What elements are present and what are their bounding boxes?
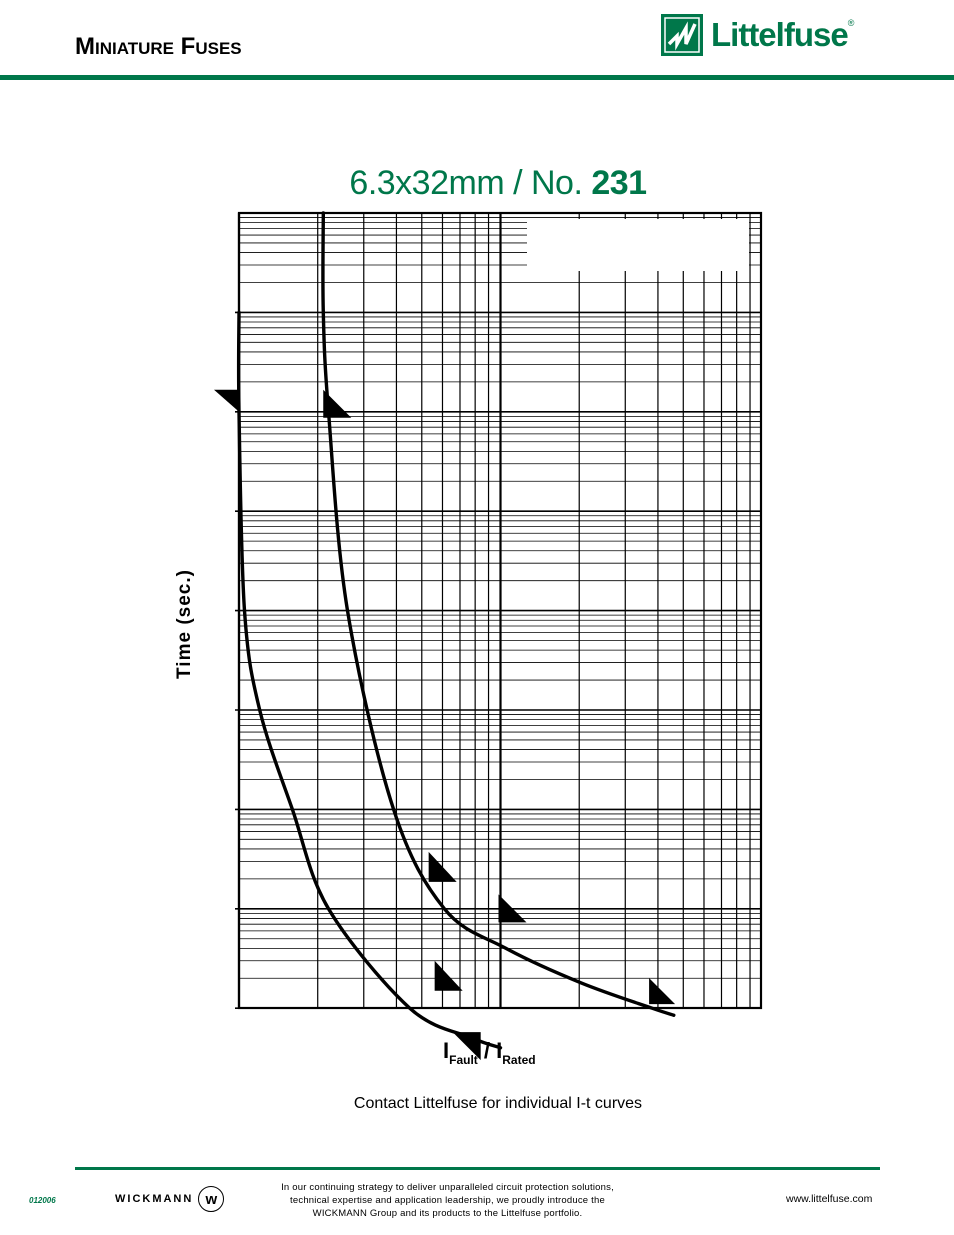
littelfuse-logo: Littelfuse ® [661, 14, 854, 56]
chart-title-number: 231 [591, 164, 647, 202]
plot-frame [237, 211, 763, 1010]
y-axis-label: Time (sec.) [174, 569, 195, 679]
footer-rule [75, 1167, 880, 1170]
website-link[interactable]: www.littelfuse.com [786, 1193, 873, 1205]
curve-series-1 [236, 310, 503, 1050]
littelfuse-logo-icon [661, 14, 703, 56]
chart-markers [214, 389, 676, 1061]
registered-mark: ® [847, 18, 855, 28]
curve-marker-4 [452, 1032, 481, 1061]
x-label-sub-fault: Fault [449, 1053, 478, 1067]
chart-title-prefix: 6.3x32mm / No. [349, 164, 592, 202]
x-label-sub-rated: Rated [502, 1053, 536, 1067]
wickmann-badge-icon: w [198, 1186, 225, 1212]
curve-marker-7 [649, 978, 676, 1005]
wickmann-logo: WICKMANN w [115, 1186, 225, 1212]
wickmann-wordmark: WICKMANN [115, 1193, 194, 1205]
chart-curves [236, 211, 676, 1050]
chart-legend-box [527, 219, 749, 271]
curve-series-2 [321, 211, 676, 1017]
curve-marker-1 [214, 389, 239, 412]
chart-grid-major [235, 211, 763, 1010]
x-axis-label: IFault / IRated [443, 1038, 536, 1067]
curve-marker-2 [323, 389, 352, 418]
header-rule [0, 75, 954, 80]
curve-marker-5 [428, 851, 457, 882]
chart-title: 6.3x32mm / No. 231 [0, 164, 954, 203]
x-label-main: I [443, 1038, 450, 1063]
curve-marker-3 [434, 960, 463, 991]
x-label-separator: / I [477, 1038, 503, 1063]
footer-line-2: technical expertise and application lead… [290, 1195, 605, 1206]
footer-statement: In our continuing strategy to deliver un… [250, 1181, 645, 1220]
document-code: 012006 [29, 1196, 56, 1205]
contact-note: Contact Littelfuse for individual I-t cu… [353, 1095, 643, 1112]
curve-marker-6 [498, 894, 527, 923]
logo-wordmark: Littelfuse [711, 16, 849, 53]
page-title: Miniature Fuses [75, 33, 242, 60]
footer-line-3: WICKMANN Group and its products to the L… [312, 1208, 583, 1219]
footer-line-1: In our continuing strategy to deliver un… [281, 1182, 614, 1193]
